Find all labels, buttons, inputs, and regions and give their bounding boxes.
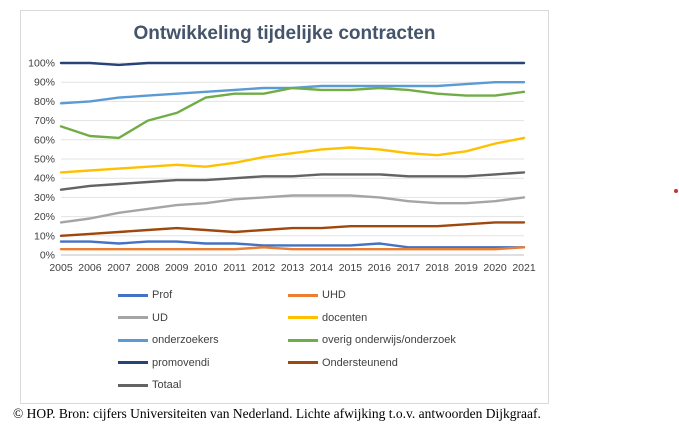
legend-swatch — [288, 361, 318, 364]
series-line-totaal — [59, 171, 526, 191]
legend-label: Totaal — [152, 379, 182, 391]
line-chart-plot: 0% 10% 20% 30% 40% 50% 60% 70% 80% 90% 100% 2005 200… — [28, 58, 536, 275]
legend-swatch — [118, 338, 148, 342]
y-tick-label: 80% — [34, 96, 55, 108]
legend-item: Totaal — [118, 379, 181, 391]
legend-swatch — [288, 316, 318, 319]
series-line-promovendi — [59, 61, 526, 67]
legend-item: promovendi — [118, 357, 209, 369]
x-tick-label: 2014 — [310, 262, 334, 274]
y-tick-label: 70% — [34, 115, 55, 127]
chart-legend: Prof UHD UD docenten onderzoekers overig onde… — [21, 11, 550, 405]
legend-item: overig onderwijs/onderzoek — [288, 334, 456, 346]
x-tick-label: 2016 — [368, 262, 392, 274]
y-tick-label: 40% — [34, 173, 55, 185]
legend-item: UHD — [288, 289, 346, 301]
x-tick-label: 2011 — [223, 262, 246, 274]
legend-item: UD — [118, 312, 168, 324]
series-line-prof — [59, 240, 526, 249]
legend-item: Prof — [118, 289, 172, 301]
legend-item: docenten — [288, 312, 367, 324]
series-line-ondersteunend — [59, 221, 526, 238]
y-tick-label: 50% — [34, 154, 55, 166]
legend-label: Prof — [152, 289, 173, 301]
legend-item: Ondersteunend — [288, 357, 398, 369]
series-line-uhd — [59, 246, 526, 251]
legend-label: promovendi — [152, 356, 210, 369]
x-tick-label: 2007 — [107, 262, 131, 274]
series-line-docenten — [59, 136, 526, 174]
legend-swatch — [288, 293, 318, 297]
x-tick-label: 2021 — [512, 262, 536, 274]
x-tick-label: 2008 — [136, 262, 160, 274]
legend-swatch — [118, 293, 148, 297]
legend-swatch — [118, 361, 148, 364]
x-tick-label: 2010 — [194, 262, 218, 274]
series-line-overig-onderwijs-onderzoek — [59, 86, 526, 140]
x-tick-label: 2009 — [165, 262, 189, 274]
legend-label: Ondersteunend — [322, 356, 398, 369]
source-note: © HOP. Bron: cijfers Universiteiten van … — [13, 406, 541, 421]
x-tick-label: 2006 — [78, 262, 102, 274]
legend-label: UHD — [322, 289, 346, 301]
legend-swatch — [118, 383, 148, 387]
legend-label: docenten — [322, 311, 368, 324]
x-tick-label: 2015 — [339, 262, 363, 274]
y-tick-label: 20% — [34, 211, 55, 223]
legend-label: UD — [152, 311, 168, 324]
chart-title: Ontwikkeling tijdelijke contracten — [133, 23, 436, 44]
y-tick-label: 90% — [34, 77, 55, 89]
x-tick-label: 2017 — [397, 262, 421, 274]
x-tick-label: 2005 — [49, 262, 73, 274]
x-tick-label: 2013 — [281, 262, 305, 274]
x-tick-label: 2012 — [252, 262, 276, 274]
chart-container: Ontwikkeling tijdelijke contracten 0% 10%… — [20, 10, 549, 404]
legend-label: overig onderwijs/onderzoek — [322, 334, 456, 346]
legend-label: onderzoekers — [152, 334, 219, 346]
red-dot-mark — [674, 189, 678, 193]
series-line-ud — [59, 194, 526, 224]
legend-item: onderzoekers — [118, 334, 219, 346]
x-tick-label: 2018 — [426, 262, 450, 274]
y-tick-label: 0% — [40, 250, 55, 262]
y-tick-label: 60% — [34, 134, 55, 146]
legend-swatch — [118, 316, 148, 319]
x-tick-label: 2020 — [483, 262, 507, 274]
y-tick-label: 10% — [34, 230, 55, 242]
y-tick-label: 30% — [34, 192, 55, 204]
x-tick-label: 2019 — [454, 262, 478, 274]
y-tick-label: 100% — [28, 58, 55, 70]
legend-swatch — [288, 338, 318, 342]
